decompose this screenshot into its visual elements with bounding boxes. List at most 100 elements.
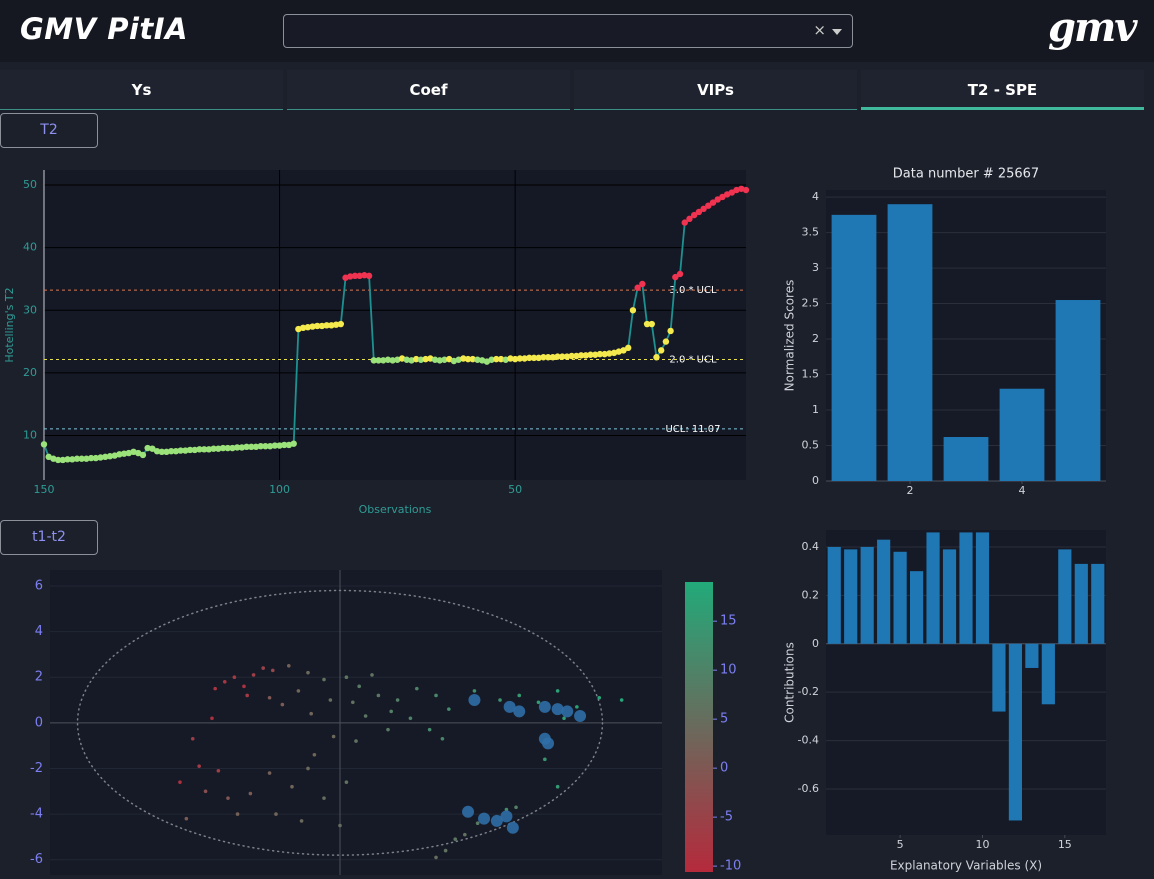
point — [700, 205, 707, 213]
highlight-point — [574, 709, 587, 722]
point — [596, 350, 604, 358]
point — [270, 668, 275, 673]
point — [102, 453, 109, 461]
bar — [943, 436, 989, 481]
bar — [860, 546, 874, 644]
button[interactable]: t1-t2 — [0, 520, 98, 555]
point — [286, 664, 291, 668]
point — [191, 446, 198, 454]
y-tick-label: -6 — [30, 852, 43, 867]
point — [544, 354, 552, 361]
point — [347, 273, 354, 280]
point — [276, 442, 283, 449]
point — [213, 686, 217, 691]
point — [153, 447, 161, 455]
point — [351, 272, 359, 280]
point — [158, 448, 165, 456]
point — [434, 693, 438, 698]
bar — [910, 571, 924, 644]
highlight-point — [503, 700, 516, 713]
point — [182, 447, 189, 454]
y-tick-label: 2.5 — [802, 297, 820, 310]
reference-label: 3.0 * UCL — [669, 285, 717, 296]
point — [575, 705, 579, 709]
y-tick-label: -0.4 — [798, 734, 819, 747]
button[interactable]: T2 — [0, 113, 98, 148]
point — [408, 716, 413, 721]
bar — [877, 539, 891, 644]
point — [625, 344, 632, 352]
y-tick-label: 4 — [812, 190, 819, 203]
point — [403, 356, 410, 363]
colorbar-label: 0 — [720, 761, 728, 776]
point — [559, 353, 566, 360]
point — [309, 711, 313, 716]
point — [709, 199, 717, 206]
reference-label: UCL: 11.07 — [665, 424, 720, 435]
point — [116, 451, 123, 458]
bar — [1058, 549, 1072, 644]
point — [251, 673, 256, 677]
point — [248, 443, 255, 451]
y-tick-label: 0.4 — [802, 540, 820, 553]
colorbar-label: 15 — [720, 614, 737, 629]
bar — [959, 532, 973, 644]
point — [695, 208, 703, 216]
point — [464, 355, 472, 363]
y-tick-label: 2 — [35, 670, 43, 685]
y-tick-label: 1.5 — [802, 368, 820, 381]
point — [323, 322, 330, 329]
clear-icon[interactable]: × — [813, 21, 826, 39]
point — [219, 444, 227, 452]
point — [54, 456, 62, 464]
caret-icon[interactable] — [832, 29, 842, 35]
tab[interactable]: T2 - SPE — [861, 70, 1144, 110]
y-tick-label: 6 — [35, 578, 43, 593]
y-tick-label: 20 — [23, 366, 37, 379]
tab[interactable]: VIPs — [574, 70, 857, 110]
point — [662, 338, 670, 345]
point — [200, 446, 208, 453]
point — [222, 679, 227, 684]
dropdown[interactable]: × — [283, 14, 853, 48]
point — [238, 444, 246, 451]
point — [389, 357, 396, 364]
x-axis-title: Explanatory Variables (X) — [890, 859, 1042, 873]
point — [205, 446, 213, 453]
plot-area — [44, 170, 746, 480]
point — [493, 355, 500, 363]
point — [474, 356, 481, 363]
y-tick-label: 1 — [812, 403, 819, 416]
point — [488, 356, 495, 363]
point — [413, 355, 420, 363]
point — [318, 322, 326, 330]
point — [196, 446, 203, 453]
highlight-point — [551, 703, 564, 716]
y-tick-label: 0 — [812, 474, 819, 487]
bar — [999, 388, 1045, 481]
point — [190, 737, 195, 741]
point — [226, 796, 230, 800]
point — [417, 356, 425, 363]
point — [216, 768, 221, 773]
point — [370, 357, 377, 364]
point — [344, 675, 349, 680]
point — [422, 355, 429, 363]
point — [262, 442, 269, 450]
point — [530, 354, 538, 362]
y-tick-label: 0 — [812, 637, 819, 650]
colorbar-label: -5 — [720, 810, 733, 825]
point — [168, 447, 175, 455]
tab[interactable]: Ys — [0, 70, 283, 110]
y-axis-title: Normalized Scores — [783, 280, 797, 392]
x-tick-label: 10 — [975, 838, 989, 851]
point — [224, 444, 231, 452]
point — [248, 791, 253, 796]
point — [434, 855, 438, 860]
point — [290, 440, 297, 447]
point — [210, 445, 217, 452]
point — [415, 686, 419, 691]
y-tick-label: 0 — [35, 715, 43, 730]
tab[interactable]: Coef — [287, 70, 570, 110]
